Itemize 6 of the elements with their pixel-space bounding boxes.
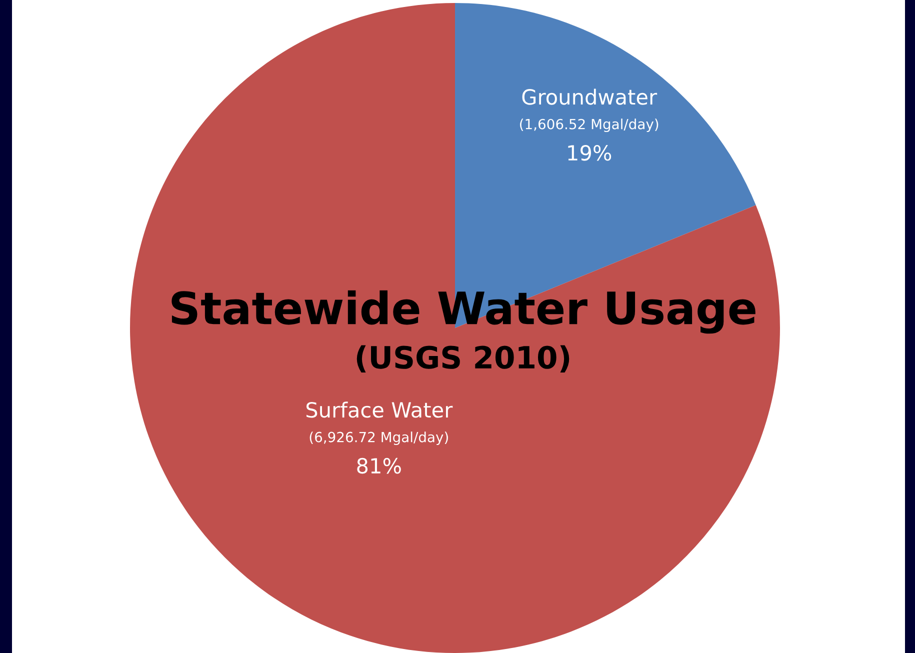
text: (USGS 2010) bbox=[356, 345, 570, 372]
slice-label: Groundwater bbox=[522, 88, 658, 105]
data-label: (6,926.72 Mgal/day) 81% bbox=[310, 432, 448, 474]
slice-label: Surface Water bbox=[306, 402, 453, 418]
pie-slice bbox=[130, 3, 780, 653]
data-label: (1,606.52 Mgal/day) 19% bbox=[520, 118, 658, 161]
